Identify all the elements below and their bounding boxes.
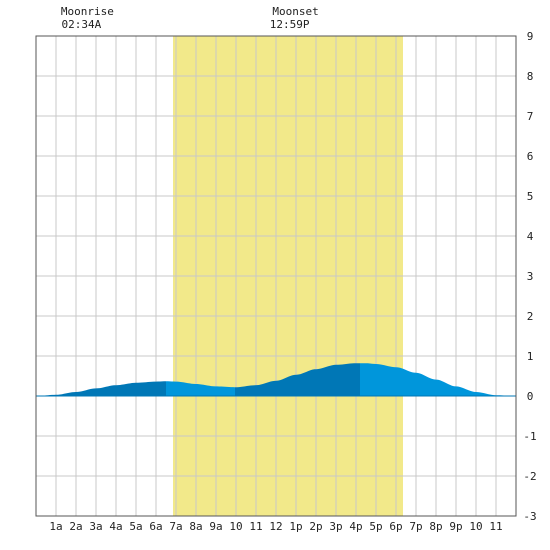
x-tick-label: 7a xyxy=(169,520,182,533)
x-tick-label: 1p xyxy=(289,520,302,533)
y-tick-label: -1 xyxy=(523,430,536,443)
annotation-time: 12:59P xyxy=(270,18,310,31)
tide-area-dark xyxy=(235,363,360,396)
y-tick-label: 5 xyxy=(527,190,534,203)
x-tick-label: 12 xyxy=(269,520,282,533)
plot-frame xyxy=(35,35,517,517)
x-tick-label: 11 xyxy=(249,520,262,533)
tide-area-dark xyxy=(36,381,166,396)
x-tick-label: 10 xyxy=(469,520,482,533)
y-tick-label: 3 xyxy=(527,270,534,283)
x-tick-label: 10 xyxy=(229,520,242,533)
x-tick-label: 9a xyxy=(209,520,222,533)
annotation-label: Moonrise xyxy=(61,5,114,18)
x-tick-label: 1a xyxy=(49,520,62,533)
y-tick-label: -3 xyxy=(523,510,536,523)
y-tick-label: -2 xyxy=(523,470,536,483)
y-tick-label: 9 xyxy=(527,30,534,43)
y-tick-label: 1 xyxy=(527,350,534,363)
x-tick-label: 2a xyxy=(69,520,82,533)
y-tick-label: 4 xyxy=(527,230,534,243)
x-tick-label: 8p xyxy=(429,520,442,533)
y-tick-label: 7 xyxy=(527,110,534,123)
y-tick-label: 2 xyxy=(527,310,534,323)
tide-area-light xyxy=(360,363,516,396)
x-tick-label: 9p xyxy=(449,520,462,533)
tide-area-light xyxy=(166,381,235,396)
y-tick-label: 6 xyxy=(527,150,534,163)
x-tick-label: 4a xyxy=(109,520,122,533)
x-tick-label: 6a xyxy=(149,520,162,533)
x-tick-label: 5p xyxy=(369,520,382,533)
x-tick-label: 11 xyxy=(489,520,502,533)
x-tick-label: 3p xyxy=(329,520,342,533)
annotation-time: 02:34A xyxy=(62,18,102,31)
x-tick-label: 3a xyxy=(89,520,102,533)
x-tick-label: 7p xyxy=(409,520,422,533)
x-tick-label: 6p xyxy=(389,520,402,533)
x-tick-label: 8a xyxy=(189,520,202,533)
annotation-label: Moonset xyxy=(272,5,318,18)
y-tick-label: 0 xyxy=(527,390,534,403)
x-tick-label: 4p xyxy=(349,520,362,533)
x-tick-label: 5a xyxy=(129,520,142,533)
x-tick-label: 2p xyxy=(309,520,322,533)
y-tick-label: 8 xyxy=(527,70,534,83)
